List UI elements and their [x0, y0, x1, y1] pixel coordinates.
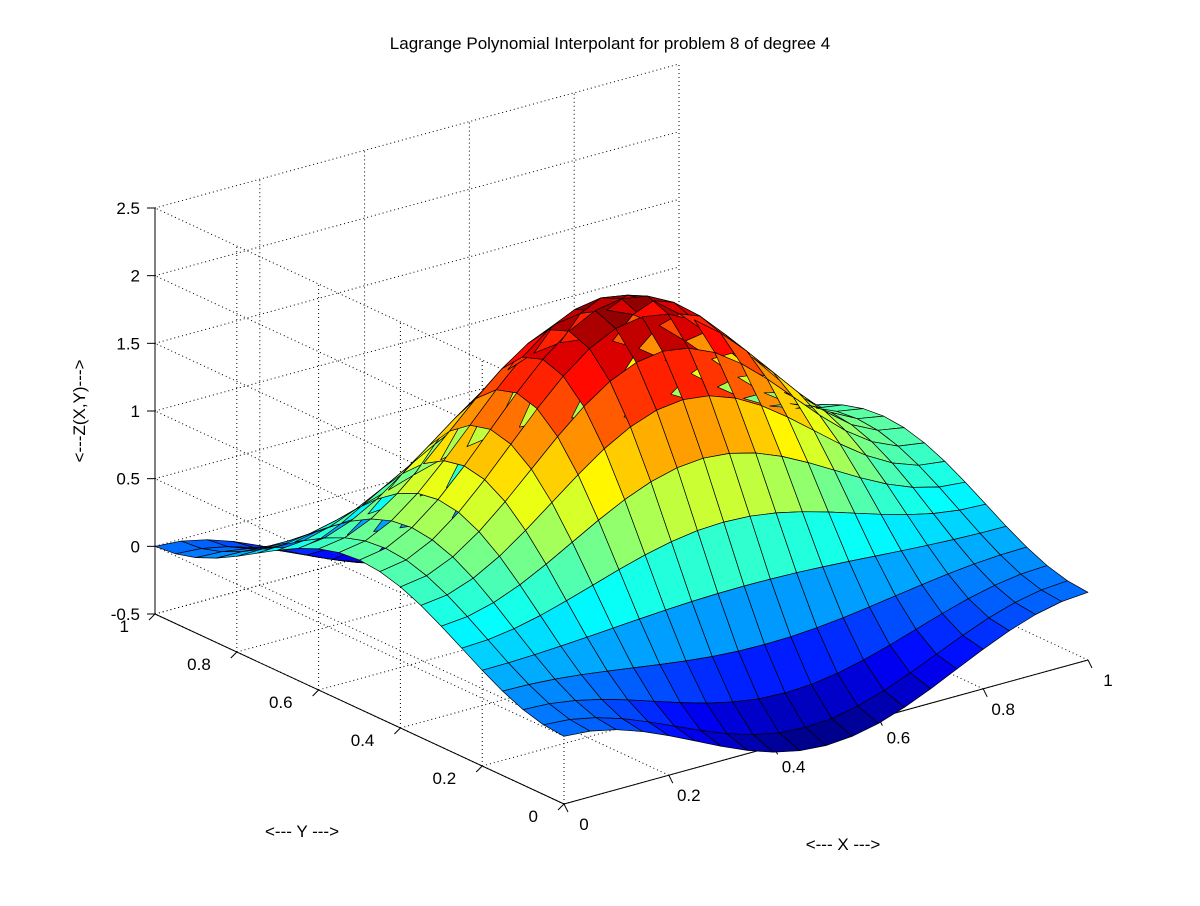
- y-axis-line: [154, 613, 565, 805]
- y-tick-label: 1: [120, 617, 129, 636]
- y-tick-mark: [148, 613, 156, 621]
- x-tick-label: 1: [1103, 671, 1112, 690]
- x-axis-label: <--- X --->: [806, 835, 881, 854]
- chart-title: Lagrange Polynomial Interpolant for prob…: [390, 34, 830, 53]
- y-tick-label: 0.6: [269, 693, 293, 712]
- x-tick-label: 0.6: [887, 729, 911, 748]
- back-wall-grid-horizontal: [154, 198, 680, 344]
- tick-labels: 00.20.40.60.8100.20.40.60.81-0.500.511.5…: [111, 199, 1113, 834]
- y-tick-label: 0: [529, 807, 538, 826]
- y-tick-label: 0.4: [351, 731, 375, 750]
- y-tick-mark: [230, 651, 238, 659]
- z-tick-label: -0.5: [111, 605, 140, 624]
- x-tick-mark: [982, 688, 988, 698]
- x-tick-label: 0: [579, 815, 588, 834]
- surface: [154, 294, 1089, 753]
- y-tick-mark: [312, 689, 319, 697]
- back-wall-grid-horizontal: [154, 131, 680, 277]
- x-tick-mark: [1087, 659, 1093, 669]
- x-tick-label: 0.8: [991, 700, 1015, 719]
- z-tick-label: 2.5: [116, 199, 140, 218]
- z-tick-label: 2: [131, 267, 140, 286]
- z-tick-label: 0: [131, 537, 140, 556]
- y-tick-label: 0.2: [433, 769, 457, 788]
- y-tick-mark: [475, 765, 483, 773]
- y-tick-label: 0.8: [187, 655, 211, 674]
- y-tick-mark: [557, 803, 565, 811]
- x-tick-label: 0.2: [677, 786, 701, 805]
- back-wall-grid-horizontal: [154, 266, 680, 412]
- back-wall-grid-horizontal: [154, 63, 680, 209]
- z-tick-label: 1.5: [116, 334, 140, 353]
- z-tick-label: 1: [131, 402, 140, 421]
- x-tick-mark: [563, 803, 569, 813]
- surface-facet: [1040, 580, 1089, 602]
- z-axis-label: <---Z(X,Y)--->: [70, 359, 89, 462]
- y-axis-label: <--- Y --->: [265, 822, 339, 841]
- y-tick-mark: [394, 727, 401, 735]
- x-tick-mark: [668, 774, 674, 784]
- x-tick-label: 0.4: [782, 757, 806, 776]
- z-tick-label: 0.5: [116, 470, 140, 489]
